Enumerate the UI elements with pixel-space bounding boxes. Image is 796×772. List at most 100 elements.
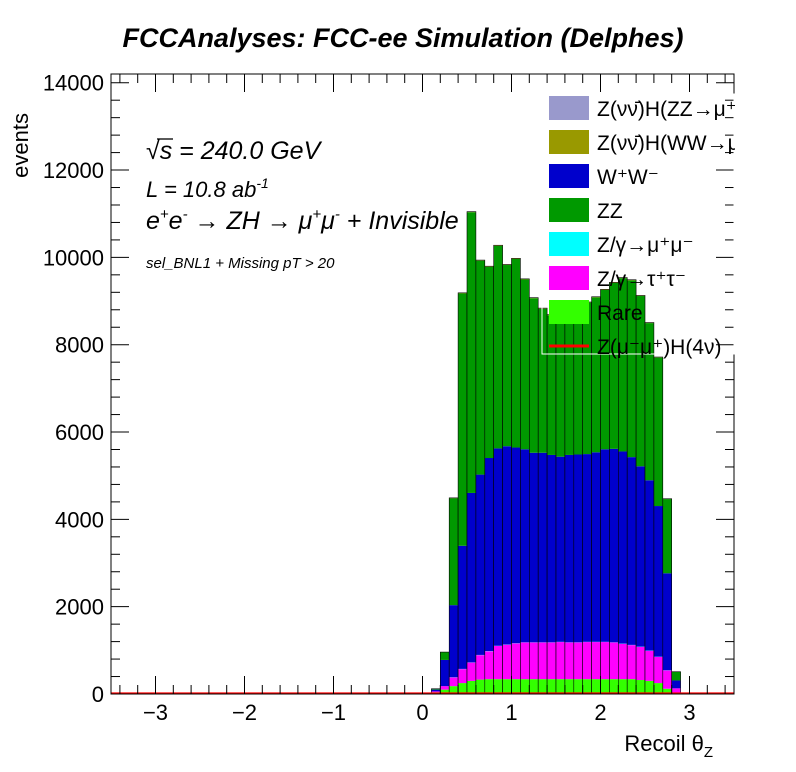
y-tick-label: 12000 [43,158,104,183]
bar-3-21 [618,451,628,644]
bar-0-5 [475,679,485,694]
bar-4-27 [671,671,681,681]
bar-4-22 [627,280,637,458]
bar-3-7 [493,448,503,646]
bar-0-20 [609,679,619,694]
bar-3-24 [645,480,654,651]
bar-3-15 [564,454,574,643]
bar-4-6 [484,266,494,459]
bar-3-13 [547,454,556,643]
legend-label: Rare [597,302,643,325]
bar-3-12 [538,452,548,643]
x-tick-label: 0 [416,700,428,725]
x-tick-label: −1 [321,700,346,725]
bar-0-22 [627,679,637,694]
bar-4-3 [458,293,467,546]
bar-0-15 [564,679,574,694]
luminosity-label: L = 10.8 ab-1 [146,175,269,202]
bar-1-11 [529,642,539,680]
legend-swatch [549,96,589,120]
legend-swatch [549,198,589,222]
axes: 0 2000 4000 6000 8000 10000 12000 14000 −3 −2 −1 0 1… [43,71,734,725]
bar-4-8 [502,265,512,447]
bar-3-11 [529,452,539,643]
legend-label: W⁺W⁻ [597,166,659,189]
bar-4-17 [582,302,592,455]
bar-1-9 [511,643,521,680]
bar-4-25 [653,357,663,507]
legend-swatch [549,130,589,154]
bar-4-26 [662,499,672,574]
bar-0-21 [618,679,628,694]
bar-1-17 [582,642,592,680]
bar-0-16 [573,679,583,694]
bar-4-12 [538,308,548,453]
bar-4-4 [467,212,476,493]
bar-4-14 [556,310,565,457]
bar-1-14 [556,642,565,680]
bar-1-26 [662,670,672,689]
legend-label: Z/γ→τ⁺τ⁻ [597,268,686,291]
bar-3-23 [636,466,645,647]
bar-0-8 [502,679,512,694]
bar-3-26 [662,573,672,671]
legend: Z(νν̄)H(ZZ→μ⁺μ⁻ν⁺ν⁻) Z(νν̄)H(WW→μ⁺νμ⁻ν) W⁺… [541,93,796,359]
bar-1-24 [645,650,654,681]
y-tick-label: 10000 [43,245,104,270]
bar-0-26 [662,688,672,694]
bar-1-13 [547,642,556,680]
bar-0-1 [440,689,450,694]
bar-3-9 [511,447,521,644]
bar-0-4 [467,680,476,694]
bar-4-15 [564,312,574,455]
bar-3-2 [449,605,459,678]
bar-0-14 [556,679,565,694]
bar-1-2 [449,677,459,687]
bar-4-19 [600,289,610,450]
y-axis-label: events [8,113,33,178]
bar-3-10 [520,449,530,643]
bar-1-16 [573,642,583,680]
legend-swatch [549,232,589,256]
legend-label: Z(νν̄)H(WW→μ⁺νμ⁻ν) [597,132,796,155]
bar-0-25 [653,683,663,694]
bar-3-6 [484,458,494,651]
bar-3-8 [502,446,512,645]
legend-label: Z(μ⁻μ⁺)H(4ν) [597,336,722,359]
bar-1-21 [618,643,628,680]
y-tick-label: 14000 [43,71,104,96]
annotation-block: √s = 240.0 GeV L = 10.8 ab-1 e+e- → ZH →… [146,137,459,272]
x-tick-label: 1 [505,700,517,725]
bar-4-16 [573,306,583,455]
bar-4-5 [475,260,485,475]
bar-1-3 [458,669,467,684]
bar-3-5 [475,474,485,655]
bar-3-22 [627,457,637,645]
legend-label: Z/γ→μ⁺μ⁻ [597,234,694,257]
bar-3-0 [431,689,441,692]
bar-1-8 [502,644,512,680]
selection-label: sel_BNL1 + Missing pT > 20 [146,255,335,272]
bar-1-25 [653,656,663,684]
bar-1-19 [600,642,610,680]
bar-3-20 [609,448,619,643]
bar-0-6 [484,679,494,694]
bar-4-23 [636,296,645,467]
bar-4-20 [609,282,619,449]
legend-label: ZZ [597,200,623,223]
bar-3-3 [458,545,467,669]
bar-0-10 [520,679,530,694]
bar-3-4 [467,492,476,663]
chart-title: FCCAnalyses: FCC-ee Simulation (Delphes) [122,23,683,53]
bar-0-13 [547,679,556,694]
x-tick-label: −3 [143,700,168,725]
bar-4-10 [520,279,530,450]
legend-label: Z(νν̄)H(ZZ→μ⁺μ⁻ν⁺ν⁻) [597,98,796,121]
bar-4-24 [645,323,654,481]
legend-entries: Z(νν̄)H(ZZ→μ⁺μ⁻ν⁺ν⁻) Z(νν̄)H(WW→μ⁺νμ⁻ν) W⁺… [549,96,796,359]
y-tick-label: 2000 [55,595,104,620]
bar-1-15 [564,642,574,680]
legend-frame [541,93,735,355]
bar-4-21 [618,278,628,452]
